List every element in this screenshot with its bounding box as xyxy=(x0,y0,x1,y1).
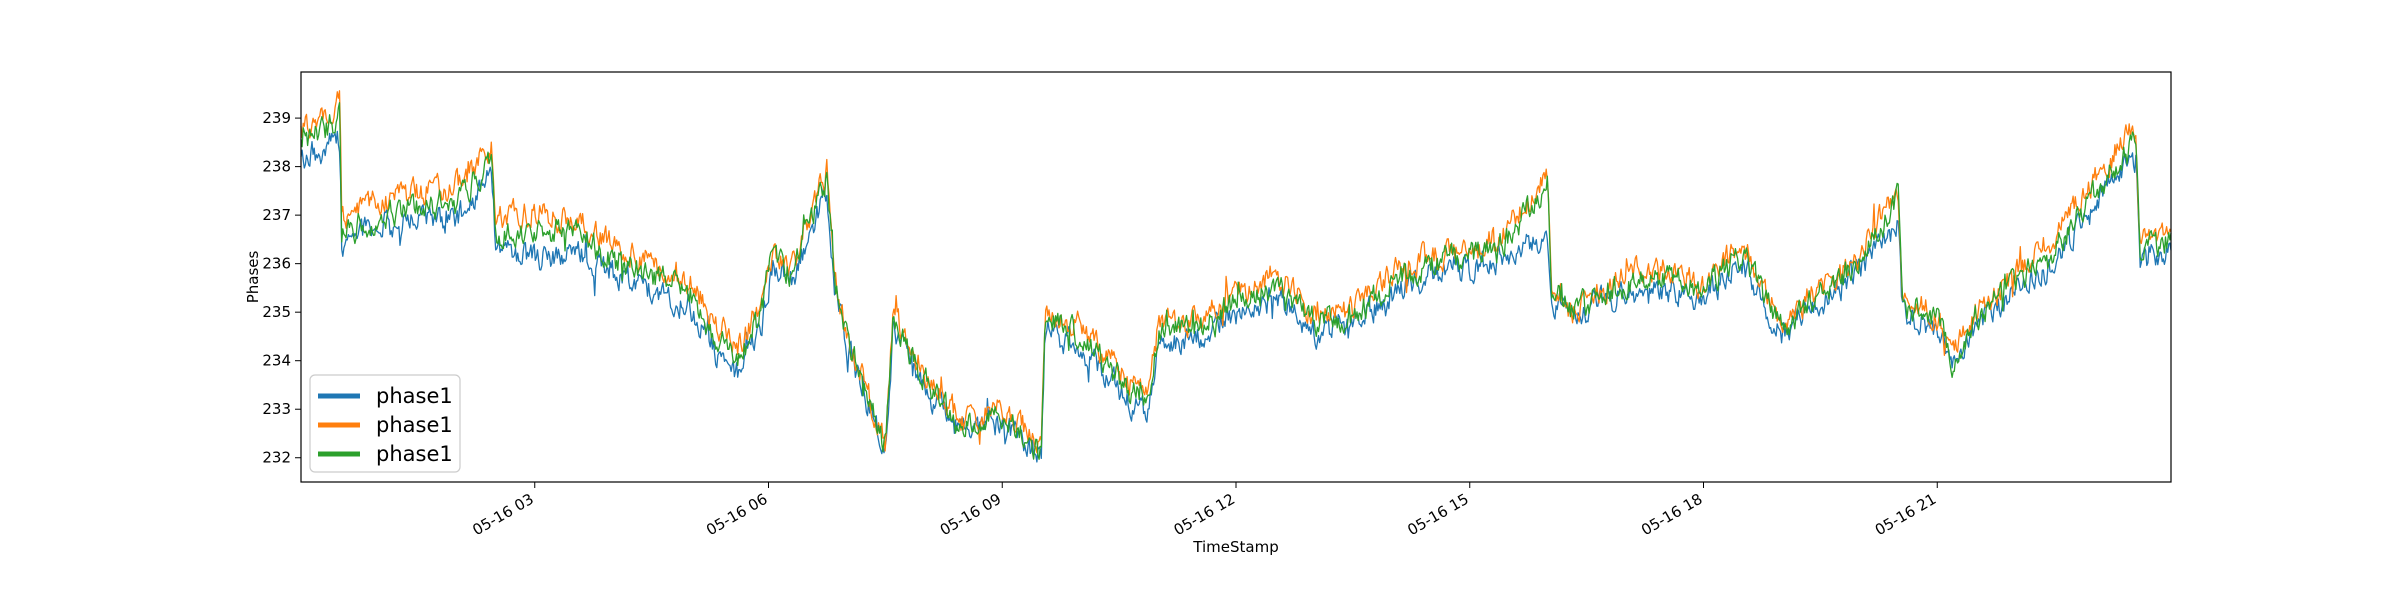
y-tick-label: 239 xyxy=(262,109,291,127)
series-line-3 xyxy=(300,102,2172,460)
y-tick-label: 233 xyxy=(262,400,291,418)
y-tick-label: 237 xyxy=(262,206,291,224)
y-axis: 232 233 234 235 236 237 238 239 xyxy=(262,109,301,467)
legend-box xyxy=(309,374,461,473)
y-axis-label: Phases xyxy=(244,251,262,304)
legend-label-3: phase1 xyxy=(376,442,453,466)
plot-area xyxy=(301,72,2171,482)
series-layer xyxy=(300,90,2172,463)
x-axis-label: TimeStamp xyxy=(1192,538,1278,556)
y-tick-label: 235 xyxy=(262,303,291,321)
legend-label-1: phase1 xyxy=(376,384,453,408)
y-tick-label: 238 xyxy=(262,158,291,176)
legend: phase1 phase1 phase1 xyxy=(309,374,461,473)
y-tick-label: 234 xyxy=(262,352,291,370)
legend-label-2: phase1 xyxy=(376,413,453,437)
y-tick-label: 236 xyxy=(262,255,291,273)
y-tick-label: 232 xyxy=(262,449,291,467)
